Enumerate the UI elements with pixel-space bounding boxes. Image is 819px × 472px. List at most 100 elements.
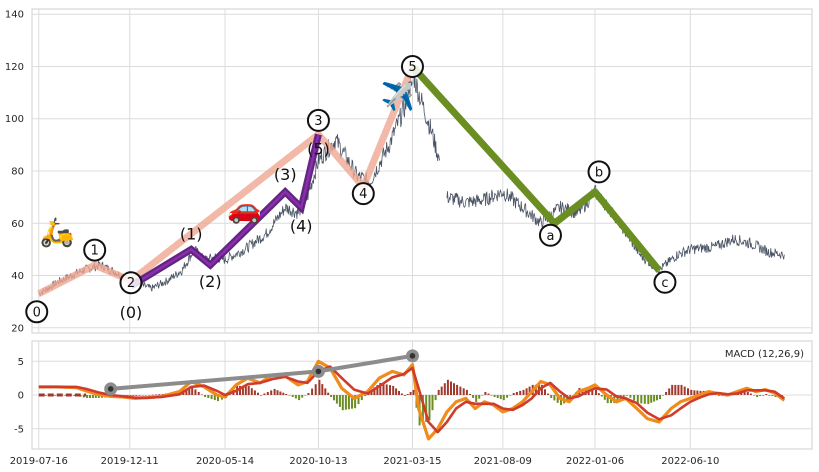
- wave-corrective-marker: [587, 160, 611, 184]
- macd-histogram-bar: [253, 390, 256, 395]
- macd-histogram-bar: [291, 395, 294, 397]
- macd-histogram-bar: [502, 395, 505, 401]
- macd-histogram-bar: [191, 386, 194, 395]
- x-tick-label: 2020-10-13: [289, 456, 347, 467]
- wave-primary-marker: [25, 300, 49, 324]
- price-y-tick-label: 120: [5, 62, 24, 73]
- macd-histogram-bar: [544, 389, 546, 395]
- price-y-tick-label: 60: [11, 219, 24, 230]
- macd-histogram-bar: [550, 395, 553, 398]
- macd-histogram-bar: [696, 390, 699, 395]
- macd-histogram-bar: [257, 392, 259, 395]
- macd-histogram-bar: [487, 393, 490, 395]
- macd-histogram-bar: [481, 395, 484, 396]
- macd-histogram-bar: [279, 391, 282, 395]
- macd-histogram-bar: [547, 393, 550, 395]
- macd-histogram-bar: [512, 393, 515, 395]
- macd-histogram-bar: [456, 384, 459, 395]
- wave-primary-label: 2: [127, 276, 135, 291]
- macd-histogram-bar: [382, 383, 385, 395]
- macd-histogram-bar: [462, 388, 465, 396]
- macd-histogram-bar: [400, 393, 403, 395]
- macd-histogram-bar: [285, 394, 288, 395]
- macd-histogram-bar: [499, 395, 502, 400]
- macd-histogram-bar: [327, 392, 330, 395]
- macd-histogram-bar: [762, 395, 765, 396]
- x-tick-label: 2022-01-06: [566, 456, 624, 467]
- macd-histogram-bar: [194, 389, 197, 395]
- macd-histogram-bar: [746, 392, 749, 395]
- signal-line: [38, 365, 786, 434]
- macd-histogram-bar: [409, 392, 412, 395]
- macd-histogram-bar: [379, 382, 382, 395]
- macd-histogram-bar: [244, 385, 247, 395]
- macd-histogram-bar: [364, 395, 367, 396]
- macd-histogram-bar: [314, 384, 317, 395]
- macd-histogram-bar: [525, 388, 528, 396]
- macd-histogram-bar: [595, 389, 597, 395]
- macd-histogram-bar: [321, 384, 324, 395]
- macd-histogram-bar: [54, 395, 57, 396]
- macd-histogram-bar: [743, 392, 746, 395]
- macd-histogram-bar: [718, 395, 720, 396]
- price-y-tick-label: 140: [5, 10, 24, 21]
- macd-histogram-bar: [335, 395, 338, 404]
- macd-histogram-bar: [774, 395, 777, 397]
- macd-histogram-bar: [141, 395, 144, 396]
- x-tick-label: 2020-05-14: [196, 456, 254, 467]
- macd-histogram-bar: [247, 385, 250, 395]
- macd-histogram-bar: [597, 393, 600, 395]
- macd-histogram-bar: [132, 395, 135, 396]
- macd-histogram-bar: [519, 390, 522, 395]
- macd-histogram-bar: [443, 383, 446, 395]
- macd-histogram-bar: [440, 386, 443, 395]
- macd-histogram-bar: [151, 394, 154, 396]
- macd-panel: -5 0 5 MACD (12,26,9): [14, 340, 813, 450]
- x-tick-label: 2021-03-15: [383, 456, 441, 467]
- macd-histogram-bar: [144, 395, 147, 396]
- macd-histogram-bar: [540, 384, 543, 395]
- macd-histogram-bar: [395, 388, 398, 395]
- macd-histogram-bar: [204, 395, 207, 397]
- macd-histogram-bar: [63, 395, 66, 396]
- macd-histogram-bar: [44, 395, 47, 396]
- macd-histogram-bar: [522, 389, 525, 395]
- macd-histogram-bar: [270, 390, 273, 395]
- macd-histogram-bar: [606, 395, 609, 404]
- macd-histogram-bar: [683, 386, 686, 395]
- macd-histogram-bar: [188, 387, 191, 395]
- macd-histogram-bar: [91, 395, 94, 398]
- macd-histogram-bar: [465, 389, 468, 395]
- macd-histogram-bar: [662, 395, 664, 396]
- macd-histogram-bar: [392, 385, 395, 395]
- macd-histogram-bar: [493, 395, 496, 397]
- macd-histogram-bar: [213, 395, 216, 401]
- macd-histogram-bar: [266, 392, 269, 395]
- macd-histogram-bar: [307, 393, 310, 395]
- macd-histogram-bar: [185, 388, 188, 395]
- macd-histogram-bar: [311, 388, 314, 395]
- macd-histogram-bar: [434, 395, 437, 401]
- x-axis: 2019-07-16 2019-12-11 2020-05-14 2020-10-13…: [10, 456, 720, 467]
- wave-corrective-label: b: [595, 165, 603, 180]
- macd-histogram-bar: [425, 395, 428, 422]
- wave-intermediate-label: (5): [307, 139, 330, 158]
- macd-histogram-bar: [428, 395, 431, 421]
- macd-histogram-bar: [640, 395, 643, 404]
- macd-histogram-bar: [756, 395, 759, 397]
- macd-histogram-bar: [677, 384, 680, 395]
- macd-histogram-bar: [94, 395, 97, 398]
- macd-histogram-bar: [389, 385, 391, 395]
- macd-histogram-bar: [674, 384, 677, 395]
- annotation-emoji: ✈️: [381, 79, 416, 113]
- macd-histogram-bar: [421, 395, 424, 424]
- wave-primary-label: 4: [359, 187, 367, 202]
- macd-histogram-bar: [616, 395, 619, 404]
- macd-y-tick-label: -5: [14, 424, 24, 435]
- macd-histogram-bar: [282, 392, 285, 395]
- x-tick-label: 2019-12-11: [101, 456, 159, 467]
- wave-corrective-line: [409, 64, 662, 273]
- wave-primary-marker: [119, 271, 143, 295]
- wave-primary-marker: [306, 108, 330, 132]
- macd-histogram-bar: [97, 395, 100, 398]
